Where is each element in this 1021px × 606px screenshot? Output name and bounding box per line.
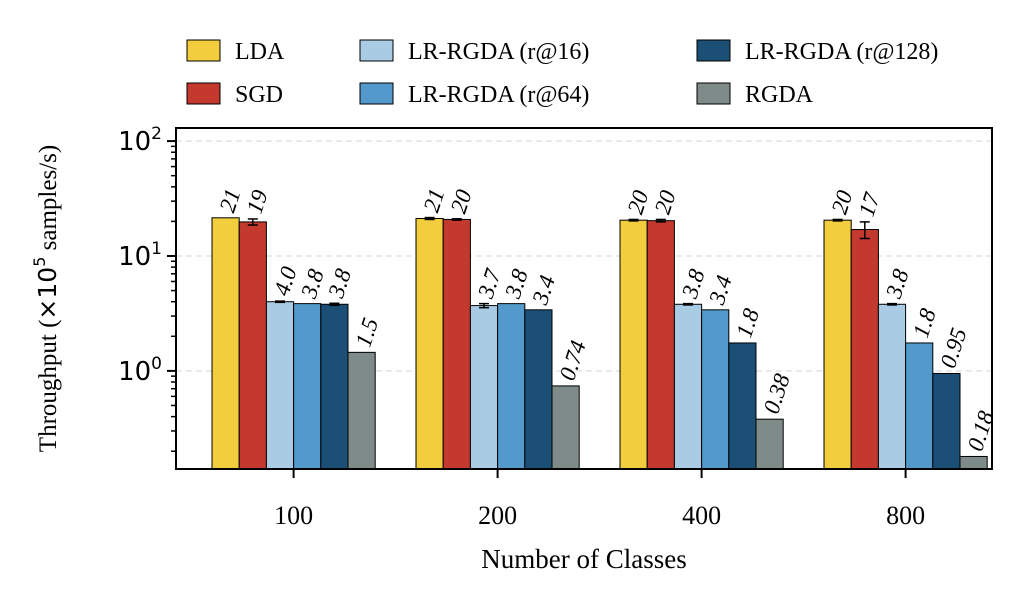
- bar-value-label: 17: [854, 188, 885, 219]
- bar-value-label: 0.74: [555, 337, 591, 383]
- legend-label: LR-RGDA (r@64): [408, 82, 589, 108]
- bar: [551, 385, 580, 470]
- bar: [293, 303, 322, 470]
- bar-value-label: 3.7: [473, 265, 506, 302]
- bar: [646, 220, 675, 470]
- legend-swatch: [359, 39, 394, 62]
- bar-value-label: 21: [419, 186, 450, 216]
- y-axis-ticks: 100 101 102: [118, 124, 176, 452]
- bar-value-label: 20: [446, 186, 477, 216]
- bar: [238, 221, 267, 470]
- bar: [850, 229, 879, 470]
- y-tick-label: 101: [118, 239, 162, 272]
- bar-value-label: 0.38: [759, 370, 795, 416]
- bar-value-label: 3.8: [881, 266, 914, 302]
- x-tick-label: 100: [274, 501, 313, 530]
- bar-value-label: 3.4: [527, 272, 560, 308]
- bar: [905, 342, 934, 470]
- legend-label: LR-RGDA (r@128): [745, 39, 938, 65]
- bar: [469, 305, 499, 470]
- y-axis-label-suffix: samples/s): [35, 145, 62, 257]
- legend: LDA SGD LR-RGDA (r@16) LR-RGDA (r@64) LR-RGD…: [186, 39, 938, 108]
- x-axis-label: Number of Classes: [481, 544, 686, 574]
- bar: [932, 372, 961, 470]
- bar: [823, 219, 852, 470]
- bar-value-label: 1.8: [908, 305, 941, 341]
- bar: [619, 219, 648, 470]
- bar-value-label: 19: [242, 186, 273, 216]
- bar-value-label: 1.8: [731, 305, 764, 341]
- x-axis-ticks: 100 200 400 800: [274, 469, 925, 530]
- bar-value-label: 20: [623, 187, 654, 217]
- bar: [211, 217, 240, 470]
- bar: [755, 418, 784, 470]
- bar: [728, 342, 757, 470]
- y-tick-label: 102: [118, 124, 162, 157]
- bar: [877, 303, 907, 470]
- bar: [347, 351, 376, 470]
- legend-label: LDA: [235, 39, 285, 65]
- legend-label: RGDA: [745, 82, 814, 108]
- bar: [442, 218, 471, 470]
- bar-value-label: 0.18: [963, 408, 999, 454]
- bar: [701, 309, 730, 470]
- bar: [673, 303, 703, 470]
- y-axis-label: Throughput (×105 samples/s): [30, 145, 62, 452]
- y-axis-label-exponent: 5: [30, 257, 49, 267]
- legend-swatch: [186, 39, 221, 62]
- plot-frame: [175, 127, 993, 470]
- error-bars: [247, 216, 897, 309]
- legend-swatch: [186, 82, 221, 105]
- x-tick-label: 800: [886, 501, 925, 530]
- bar: [497, 303, 526, 470]
- bar: [959, 455, 988, 470]
- legend-swatch: [696, 82, 731, 105]
- bar: [320, 303, 349, 470]
- legend-swatch: [359, 82, 394, 105]
- x-tick-label: 400: [682, 501, 721, 530]
- bar-value-label: 3.8: [323, 265, 356, 301]
- legend-label: LR-RGDA (r@16): [408, 39, 589, 65]
- y-axis-label-times: ×10: [33, 267, 62, 320]
- bars: [211, 217, 988, 470]
- bar: [415, 217, 444, 470]
- bar-value-label: 1.5: [351, 315, 384, 350]
- y-tick-label: 100: [118, 354, 162, 387]
- bar-value-label: 0.95: [935, 325, 971, 371]
- bar: [265, 301, 295, 470]
- y-axis-label-prefix: Throughput (: [35, 320, 62, 453]
- x-tick-label: 200: [478, 501, 517, 530]
- legend-swatch: [696, 39, 731, 62]
- bar: [524, 309, 553, 470]
- legend-label: SGD: [235, 82, 283, 108]
- bar-value-label: 20: [650, 187, 681, 217]
- bar-value-label: 21: [215, 186, 246, 216]
- bar-value-label: 3.4: [704, 272, 737, 308]
